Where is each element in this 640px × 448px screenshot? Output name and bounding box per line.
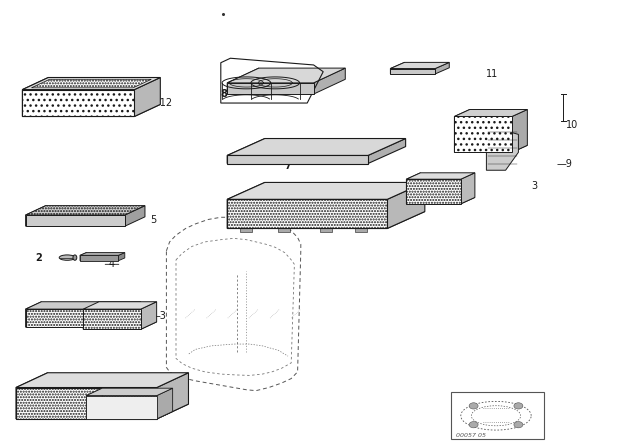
Ellipse shape [60,255,76,260]
Circle shape [469,422,478,428]
Text: 3: 3 [531,181,538,191]
Circle shape [469,403,478,409]
Polygon shape [26,215,125,226]
Text: —12: —12 [150,98,173,108]
Polygon shape [227,138,406,155]
Bar [320,228,332,232]
Polygon shape [486,125,518,170]
Circle shape [514,403,523,409]
Text: —3: —3 [150,311,166,321]
Polygon shape [406,198,475,204]
Polygon shape [125,302,141,327]
Polygon shape [83,309,141,329]
Bar [278,228,290,232]
Polygon shape [390,62,449,69]
Polygon shape [16,373,188,388]
Polygon shape [22,90,134,116]
Circle shape [514,422,523,428]
Polygon shape [86,411,173,419]
Polygon shape [390,62,404,74]
Polygon shape [454,109,527,116]
Polygon shape [134,78,160,116]
Text: 2: 2 [35,253,42,263]
Polygon shape [512,109,527,152]
Text: 11: 11 [486,69,499,79]
Text: 6: 6 [272,206,279,215]
Polygon shape [227,182,265,228]
Polygon shape [227,83,314,94]
Polygon shape [80,253,86,261]
Polygon shape [368,138,406,164]
Bar [240,228,252,232]
Polygon shape [16,404,188,419]
Polygon shape [227,138,265,164]
Polygon shape [86,388,173,396]
Polygon shape [26,309,125,327]
Polygon shape [22,78,160,90]
Polygon shape [454,145,527,152]
Polygon shape [22,104,160,116]
Polygon shape [227,68,346,83]
Text: 4: 4 [109,259,115,269]
Text: 8: 8 [221,89,228,99]
Bar [355,228,367,232]
Text: —9: —9 [557,159,573,168]
Bar [451,392,544,439]
Polygon shape [86,396,157,419]
Polygon shape [435,62,449,74]
Polygon shape [454,109,470,152]
Polygon shape [26,206,46,226]
Polygon shape [80,253,125,255]
Polygon shape [406,173,475,179]
Polygon shape [83,302,157,309]
Polygon shape [227,211,425,228]
Polygon shape [157,373,188,419]
Polygon shape [227,155,368,164]
Text: 5: 5 [150,215,157,224]
Polygon shape [125,206,145,226]
Polygon shape [16,388,157,419]
Text: 10: 10 [566,121,579,130]
Polygon shape [26,206,145,215]
Polygon shape [26,320,141,327]
Polygon shape [118,253,125,261]
Text: —1: —1 [150,392,166,401]
Polygon shape [31,79,151,88]
Polygon shape [227,182,425,199]
Polygon shape [406,179,461,204]
Polygon shape [83,302,99,329]
Polygon shape [406,173,420,204]
Polygon shape [83,322,157,329]
Text: 7: 7 [285,161,292,171]
Polygon shape [86,388,102,419]
Polygon shape [26,302,42,327]
Text: 00057 05: 00057 05 [456,433,486,438]
Polygon shape [461,173,475,204]
Polygon shape [387,182,425,228]
Polygon shape [16,373,48,419]
Polygon shape [80,255,118,261]
Polygon shape [454,116,512,152]
Polygon shape [227,68,259,94]
Ellipse shape [73,255,77,260]
Polygon shape [26,302,141,309]
Polygon shape [227,199,387,228]
Polygon shape [314,68,346,94]
Polygon shape [22,78,49,116]
Polygon shape [141,302,157,329]
Polygon shape [390,69,435,74]
Polygon shape [157,388,173,419]
